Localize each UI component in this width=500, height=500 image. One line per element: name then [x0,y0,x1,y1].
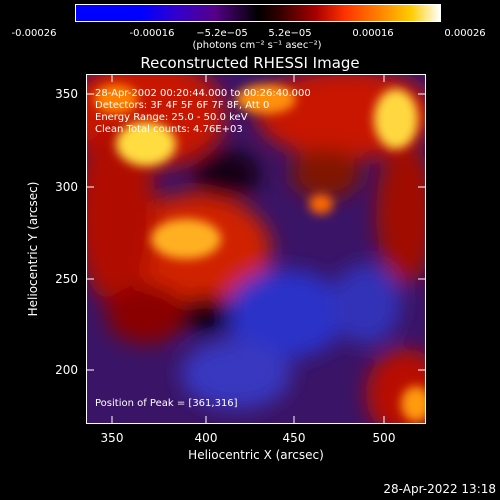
y-axis-label: Heliocentric Y (arcsec) [26,181,40,317]
colorbar-tick: 5.2e−05 [268,28,312,39]
y-tick-label: 350 [55,87,78,101]
plot-title: Reconstructed RHESSI Image [140,54,360,72]
rhessi-image [86,74,426,424]
x-tick-label: 450 [282,431,306,445]
colorbar [75,4,441,22]
y-tick-label: 200 [55,363,78,377]
x-axis-label: Heliocentric X (arcsec) [188,448,324,462]
y-tick-label: 300 [55,180,78,194]
emission-blobs [86,74,426,424]
colorbar-tick: −5.2e−05 [196,28,248,39]
axis-ticks [86,74,426,424]
colorbar-tick: -0.00026 [11,28,57,39]
plot-frame [86,74,426,424]
colorbar-tick: 0.00016 [352,28,394,39]
render-timestamp: 28-Apr-2022 13:18 [383,482,496,496]
energy-range: Energy Range: 25.0 - 50.0 keV [95,112,248,123]
x-tick-label: 500 [372,431,396,445]
time-range: 28-Apr-2002 00:20:44.000 to 00:26:40.000 [95,88,311,99]
emission-cores [94,84,426,422]
colorbar-units: (photons cm⁻² s⁻¹ asec⁻²) [192,40,322,51]
y-tick-label: 250 [55,272,78,286]
colorbar-tick: -0.00016 [129,28,175,39]
peak-position: Position of Peak = [361,316] [95,398,238,409]
x-tick-label: 350 [100,431,124,445]
method-counts: Clean Total counts: 4.76E+03 [95,124,243,135]
colorbar-tick: 0.00026 [444,28,486,39]
x-tick-label: 400 [194,431,218,445]
detectors: Detectors: 3F 4F 5F 6F 7F 8F, Att 0 [95,100,270,111]
